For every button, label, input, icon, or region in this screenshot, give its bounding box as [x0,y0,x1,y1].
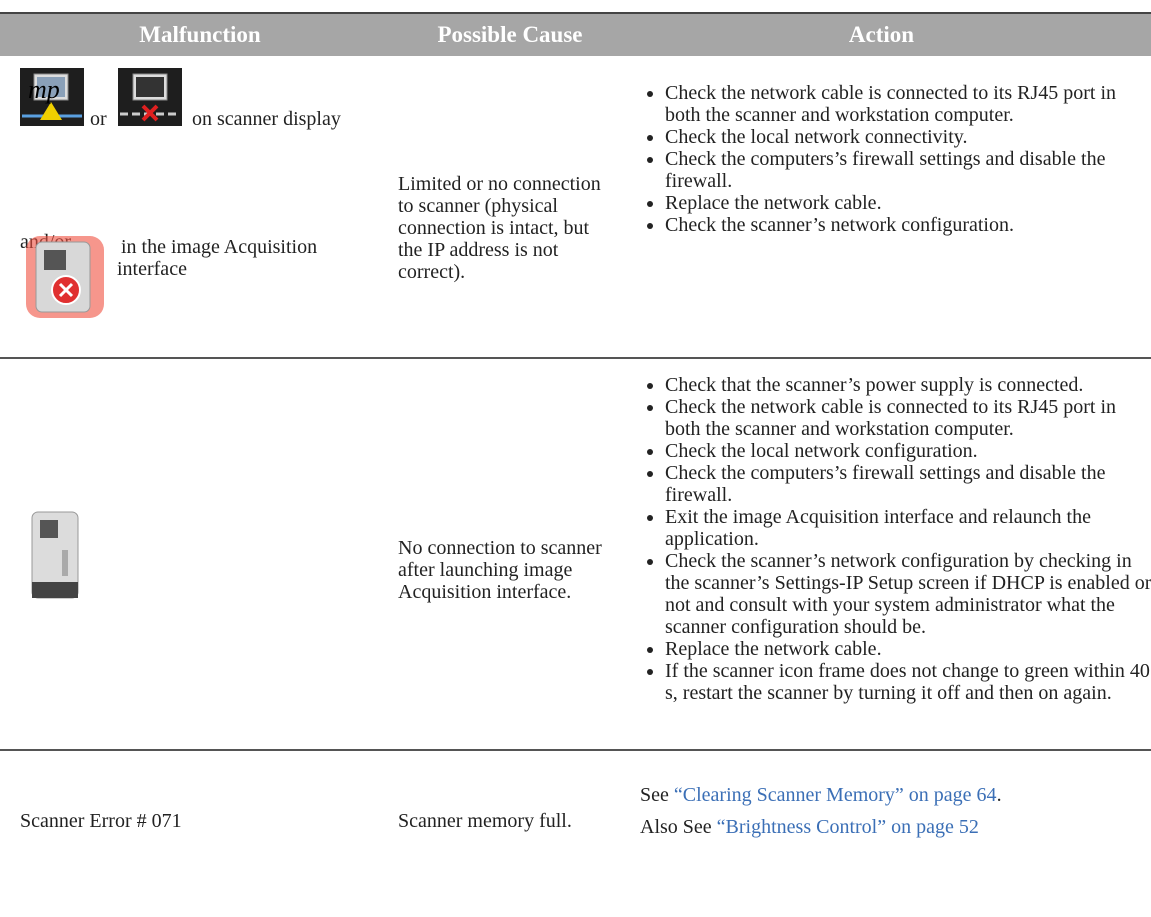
scanner-icon [31,511,79,599]
action-item: Check the local network connectivity. [665,126,1145,148]
column-header: Action [848,22,915,47]
network-error-icon [118,68,182,126]
reference-suffix: . [996,784,1002,806]
column-header: Possible Cause [437,22,583,47]
action-item: Exit the image Acquisition interface and… [665,506,1151,550]
cause-text: Scanner memory full. [398,810,572,832]
row-divider [0,357,1151,359]
action-item: Check the local network configuration. [665,440,1151,462]
action-item: Check the scanner’s network configuratio… [665,214,1145,236]
reference-line: Also See “Brightness Control” on page 52 [640,816,979,838]
malfunction-text: or [90,108,107,130]
action-item: Check that the scanner’s power supply is… [665,374,1151,396]
network-warning-icon: mp [20,68,84,126]
action-item: If the scanner icon frame does not chang… [665,660,1151,704]
reference-link[interactable]: “Clearing Scanner Memory” on page 64 [673,784,997,806]
action-item: Replace the network cable. [665,192,1145,214]
cause-text: No connection to scanner after launching… [398,537,602,603]
scanner-error-icon [26,236,104,318]
malfunction-text: on scanner display [192,108,341,130]
action-item: Check the network cable is connected to … [665,396,1151,440]
table-header: Malfunction Possible Cause Action [0,12,1151,56]
reference-prefix: Also See [640,816,712,838]
action-list: Check that the scanner’s power supply is… [627,374,1151,704]
reference-prefix: See [640,784,669,806]
icon-text: mp [28,75,60,104]
malfunction-text: Scanner Error # 071 [20,810,182,832]
action-item: Check the scanner’s network configuratio… [665,550,1151,638]
column-header: Malfunction [139,22,261,47]
action-item: Replace the network cable. [665,638,1151,660]
action-list: Check the network cable is connected to … [627,82,1145,236]
reference-line: See “Clearing Scanner Memory” on page 64… [640,784,1002,806]
malfunction-text: in the image Acquisition interface [117,236,318,280]
action-item: Check the network cable is connected to … [665,82,1145,126]
action-item: Check the computers’s firewall settings … [665,462,1151,506]
reference-link[interactable]: “Brightness Control” on page 52 [716,816,979,838]
action-item: Check the computers’s firewall settings … [665,148,1145,192]
cause-text: Limited or no connection to scanner (phy… [398,173,601,283]
row-divider [0,749,1151,751]
